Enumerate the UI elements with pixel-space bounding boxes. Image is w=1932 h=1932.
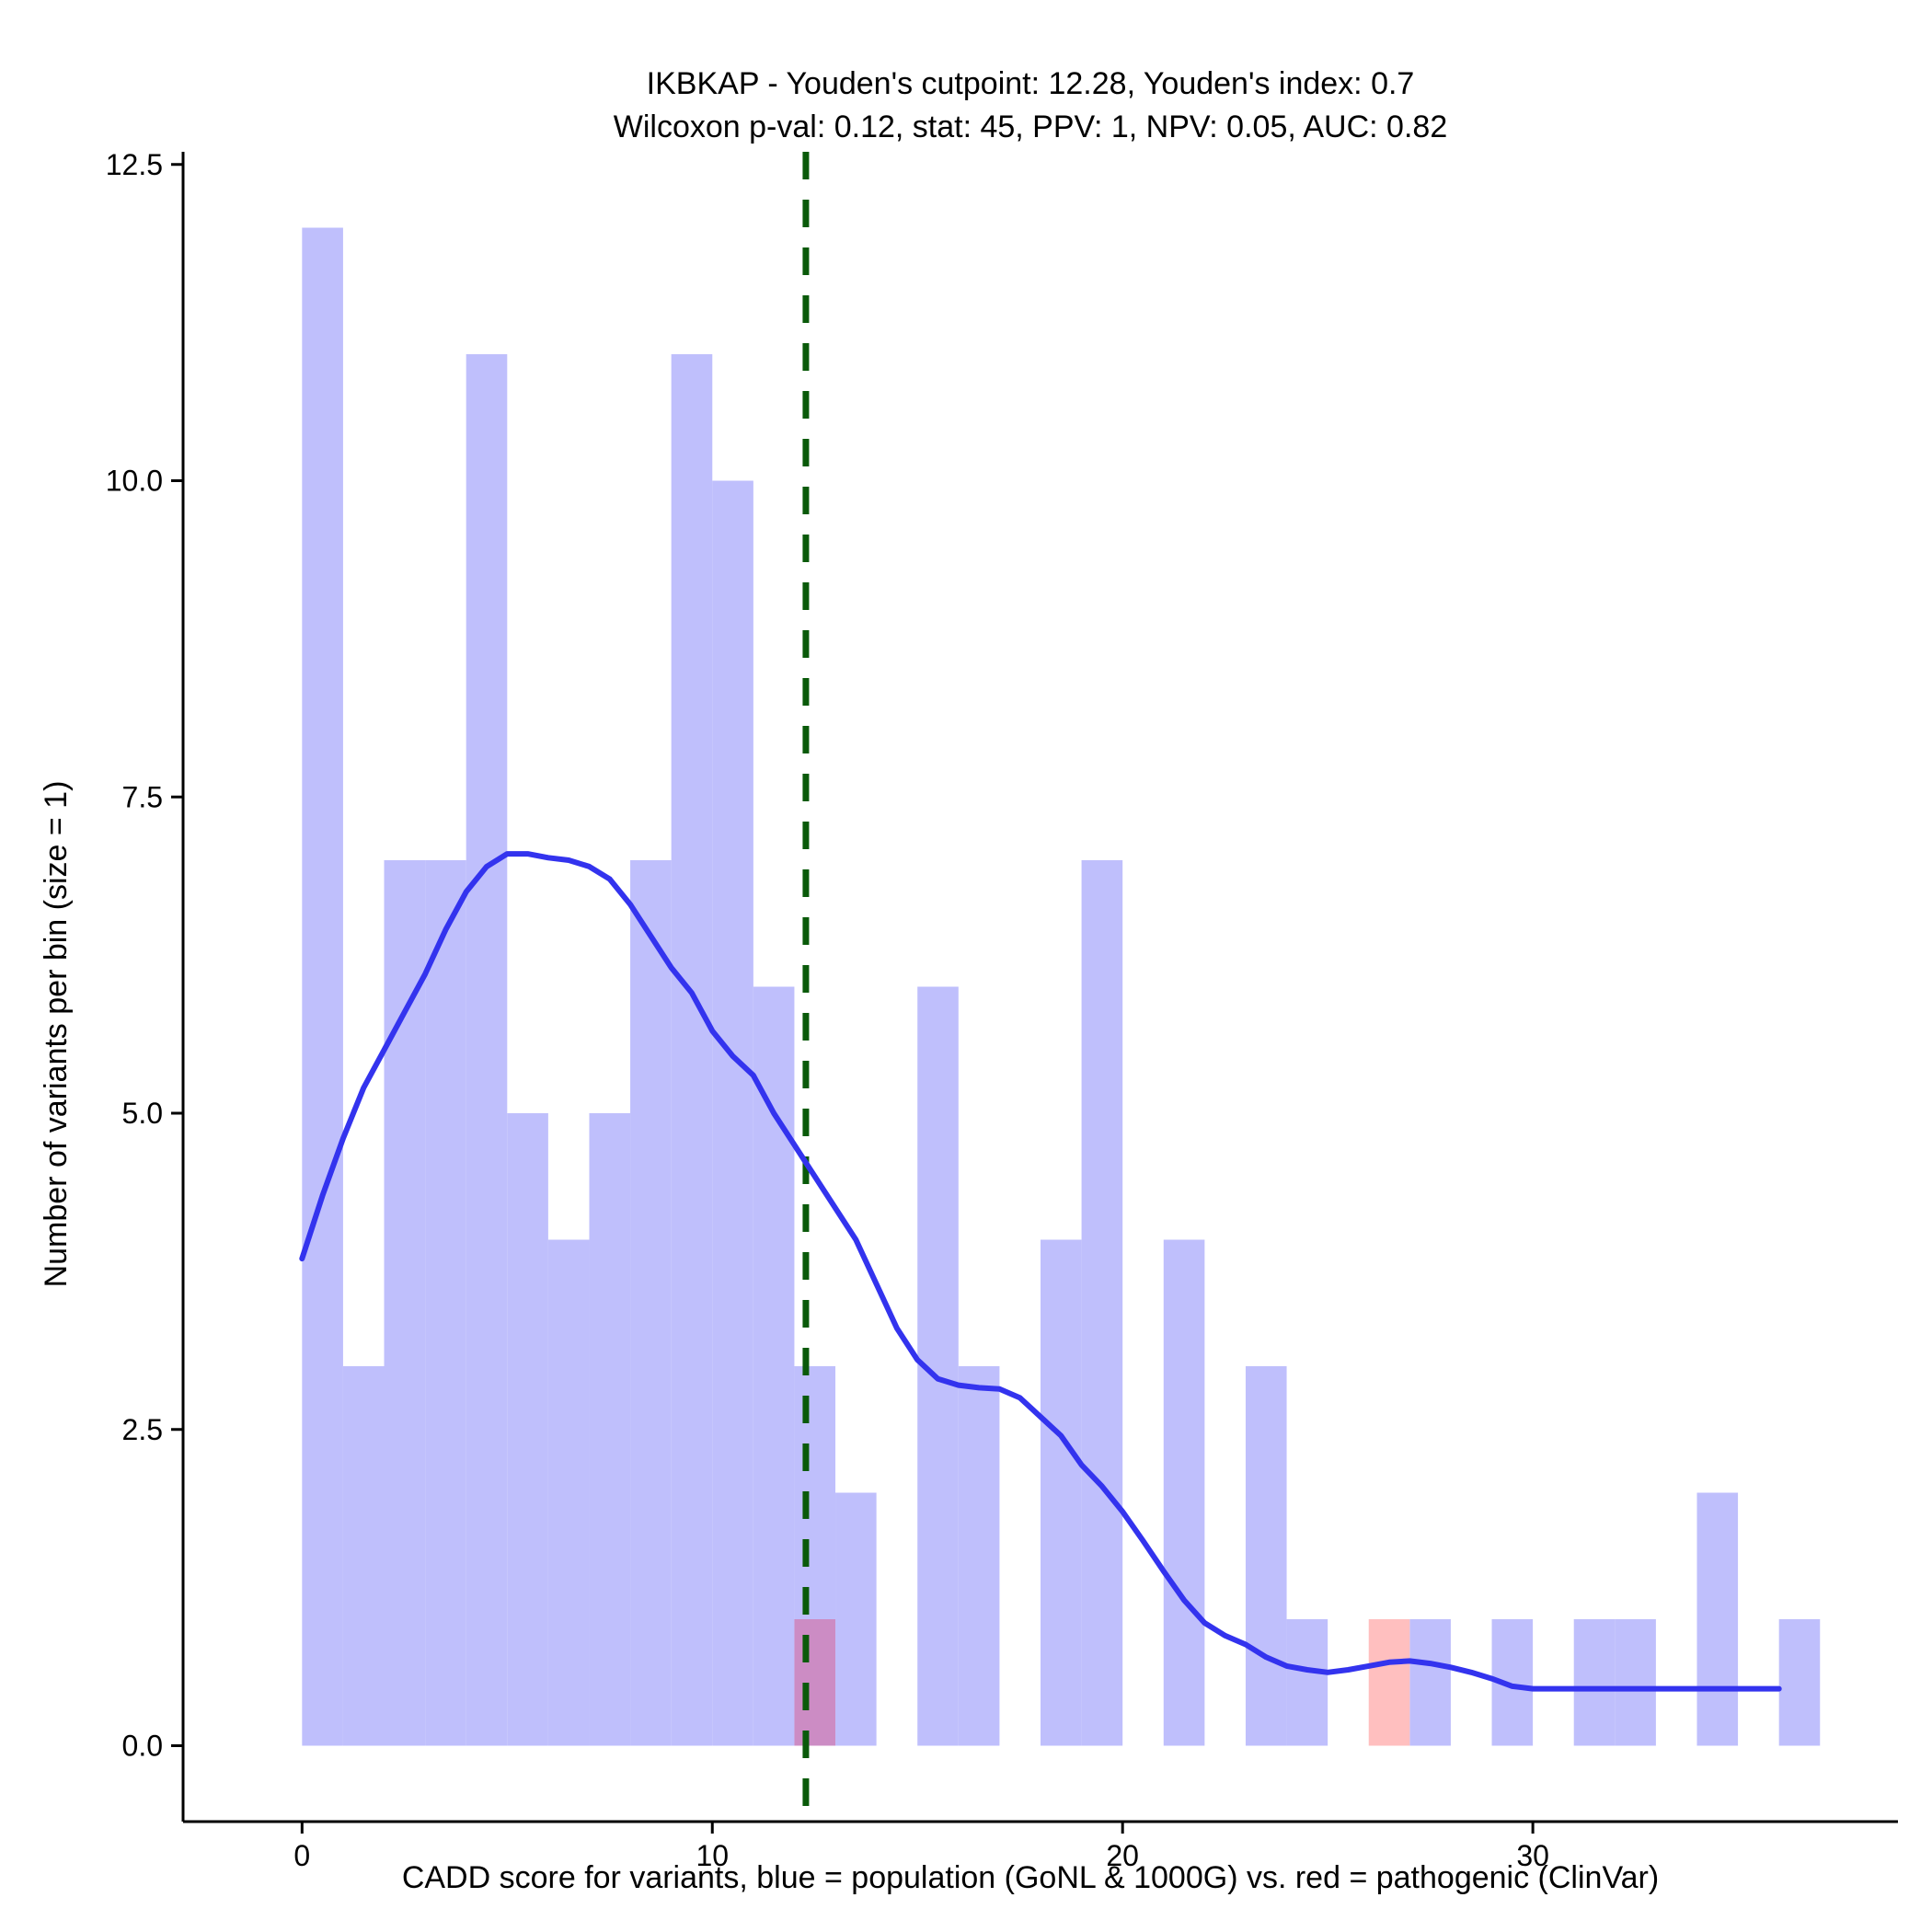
bar-population-2: [384, 860, 426, 1746]
bar-population-10: [712, 480, 753, 1746]
density-curve: [299, 851, 1782, 1692]
x-tick-label-20: 20: [1106, 1839, 1139, 1872]
x-tick-label-30: 30: [1516, 1839, 1549, 1872]
bar-population-11: [753, 986, 795, 1746]
bar-population-19: [1081, 860, 1123, 1746]
bar-population-32: [1615, 1619, 1656, 1746]
y-tick-label-5.0: 5.0: [122, 1097, 163, 1130]
bar-pathogenic-26: [1368, 1619, 1410, 1746]
bar-population-8: [630, 860, 672, 1746]
bar-population-3: [425, 860, 466, 1746]
y-tick-label-10.0: 10.0: [106, 465, 163, 498]
bar-population-31: [1573, 1619, 1616, 1746]
bar-population-1: [342, 1366, 385, 1746]
bar-population-16: [958, 1366, 1000, 1746]
bar-population-21: [1163, 1239, 1205, 1746]
bar-population-18: [1041, 1239, 1082, 1746]
x-tick-label-10: 10: [696, 1839, 729, 1872]
chart-title-line1: IKBKAP - Youden's cutpoint: 12.28, Youde…: [647, 66, 1415, 101]
bar-population-7: [589, 1113, 631, 1746]
bar-population-9: [671, 354, 713, 1746]
density-layer: [299, 851, 1782, 1692]
y-tick-label-7.5: 7.5: [122, 780, 163, 813]
bar-population-36: [1778, 1619, 1821, 1746]
y-tick-label-0.0: 0.0: [122, 1730, 163, 1763]
bar-pathogenic-overlap-12: [794, 1619, 836, 1746]
x-axis-label: CADD score for variants, blue = populati…: [402, 1860, 1659, 1895]
y-tick-label-2.5: 2.5: [122, 1413, 163, 1446]
bar-population-4: [466, 354, 508, 1746]
chart-title-line2: Wilcoxon p-val: 0.12, stat: 45, PPV: 1, …: [614, 109, 1447, 144]
bar-population-5: [507, 1113, 548, 1746]
y-axis-label: Number of variants per bin (size = 1): [39, 781, 74, 1288]
bars-layer: [302, 227, 1821, 1746]
bar-population-0: [302, 227, 343, 1746]
axes-layer: 0 10 20 30 0.0 2.5 5.0 7.5 10.0 12.5: [106, 148, 1898, 1872]
bar-population-34: [1696, 1492, 1739, 1746]
y-tick-label-12.5: 12.5: [106, 148, 163, 181]
bar-population-6: [547, 1239, 590, 1746]
bar-population-24: [1286, 1619, 1328, 1746]
bar-population-23: [1245, 1366, 1287, 1746]
bar-population-13: [835, 1492, 877, 1746]
bar-population-27: [1409, 1619, 1451, 1746]
x-tick-label-0: 0: [293, 1839, 310, 1872]
